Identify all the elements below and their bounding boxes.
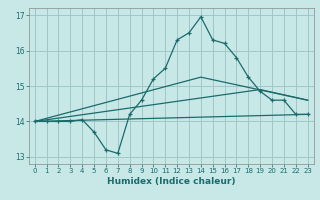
- X-axis label: Humidex (Indice chaleur): Humidex (Indice chaleur): [107, 177, 236, 186]
